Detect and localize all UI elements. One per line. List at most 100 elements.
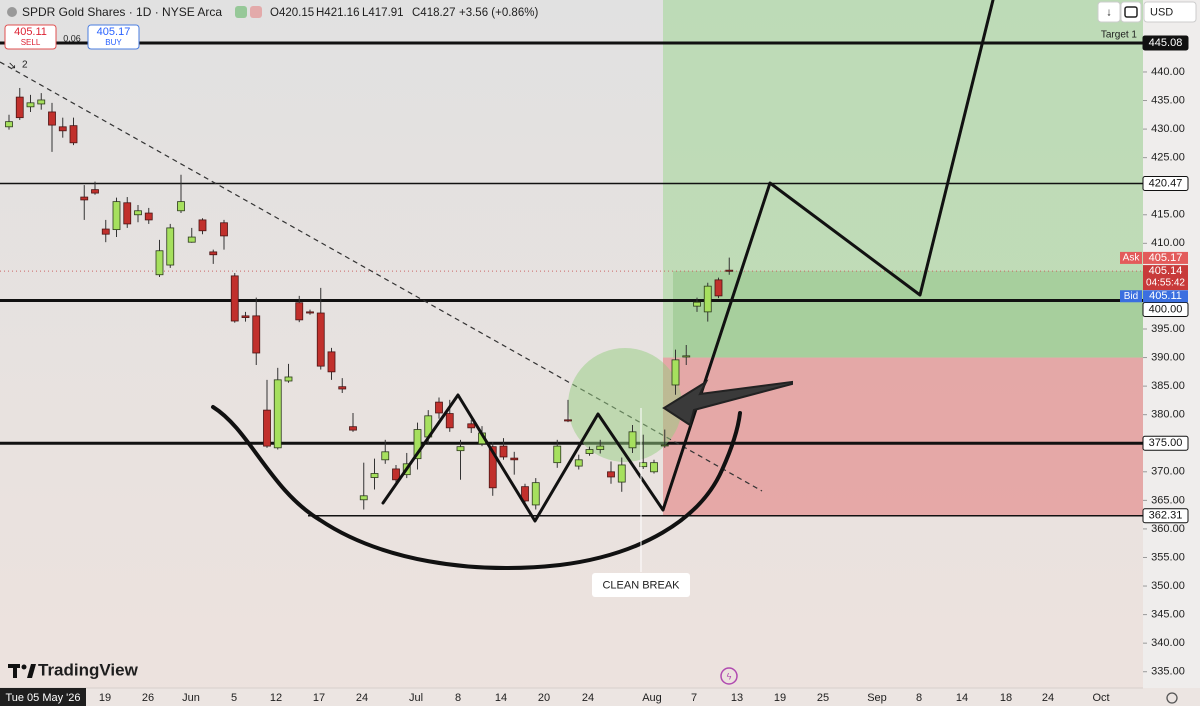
level-label-box: [1142, 435, 1189, 451]
last-label: 405.14: [1149, 265, 1183, 277]
candle-body: [327, 351, 336, 373]
candle-body: [607, 471, 615, 478]
candles: [5, 87, 734, 510]
y-tick-label: 440.00: [1151, 66, 1185, 78]
candle-body: [521, 486, 529, 502]
arrow: [662, 379, 793, 427]
candle-body: [435, 401, 443, 414]
status-icon: [235, 6, 247, 18]
drawings: [211, 0, 995, 570]
candle-body: [80, 196, 89, 201]
logo-part: [21, 664, 27, 670]
y-tick-label: 430.00: [1151, 123, 1185, 135]
candle-body: [510, 457, 519, 461]
candle-body: [682, 355, 691, 358]
candle-body: [48, 111, 56, 126]
x-tick-label: 12: [270, 692, 282, 704]
level-label: 362.31: [1149, 510, 1183, 522]
x-tick-label: 18: [1000, 692, 1012, 704]
candle-body: [671, 359, 680, 386]
x-tick-label: 5: [231, 692, 237, 704]
candle-body: [284, 376, 293, 382]
x-tick-label: 8: [916, 692, 922, 704]
level-label: 375.00: [1149, 437, 1183, 449]
x-tick-label: 24: [356, 692, 368, 704]
candle-body: [166, 227, 175, 266]
y-tick-label: 395.00: [1151, 323, 1185, 335]
time-axis: 19 26 Jun 5 12 17 24 Jul 8 14 20 24 Aug 7 13 19 25 Sep 8 14…: [99, 692, 1110, 704]
candle-body: [628, 431, 637, 449]
scroll-icon: ↓: [1106, 6, 1112, 18]
y-tick-label: 410.00: [1151, 237, 1185, 249]
buy-button[interactable]: [87, 24, 140, 50]
sell-label: SELL: [21, 38, 41, 47]
cursor-date-box: [0, 688, 86, 706]
y-tick-label: 345.00: [1151, 609, 1185, 621]
candle-body: [693, 301, 701, 307]
entry-zone: [673, 271, 1143, 358]
candle-body: [69, 125, 78, 144]
x-tick-label: 7: [691, 692, 697, 704]
x-tick-label: 13: [731, 692, 743, 704]
sell-button[interactable]: [4, 24, 57, 50]
y-tick-label: 350.00: [1151, 580, 1185, 592]
candle-body: [370, 473, 379, 478]
x-tick-label: 20: [538, 692, 550, 704]
cup-curve: [211, 405, 742, 570]
candle-body: [91, 189, 99, 194]
candle-body: [187, 236, 196, 243]
currency: USD: [1150, 6, 1173, 18]
x-tick-label: 24: [582, 692, 594, 704]
candle-body: [241, 315, 250, 318]
candle-body: [639, 462, 648, 468]
candle-body: [101, 228, 110, 235]
candle-body: [650, 462, 658, 473]
ask-tag: Ask: [1123, 253, 1141, 264]
candle-body: [252, 315, 261, 354]
x-tick-label: 17: [313, 692, 325, 704]
level-label-box: [1142, 35, 1189, 51]
level-label-box: [1142, 508, 1189, 524]
candle-body: [596, 445, 605, 450]
x-tick-label: 25: [817, 692, 829, 704]
candle-body: [564, 419, 572, 422]
candle-body: [349, 426, 357, 431]
candle-body: [585, 449, 594, 454]
drawing-count: 2: [22, 60, 28, 71]
x-tick-label: Sep: [867, 692, 887, 704]
candle-body: [617, 464, 626, 483]
stop-zone: [663, 357, 1143, 516]
bid-tag: Bid: [1124, 291, 1138, 302]
bid-box: [1143, 290, 1188, 303]
x-tick-label: 8: [455, 692, 461, 704]
currency-button[interactable]: [1143, 1, 1197, 23]
status-icon: [250, 6, 262, 18]
settings-icon: [1166, 692, 1178, 704]
screen-button[interactable]: [1120, 1, 1142, 23]
time-axis-bg: [0, 688, 1200, 706]
projection-path: [381, 0, 995, 523]
spread: 0.06: [63, 33, 81, 43]
candle-body: [273, 379, 282, 449]
candle-body: [392, 468, 400, 481]
symbol-title: SPDR Gold Shares · 1D · NYSE Arca: [22, 5, 222, 19]
candle-body: [112, 201, 121, 231]
candle-body: [553, 445, 562, 464]
price-axis: 440.00 435.00 430.00 425.00 415.00 410.00 395.…: [1120, 35, 1189, 678]
y-tick-label: 370.00: [1151, 466, 1185, 478]
candle-body: [177, 201, 185, 212]
sell-price: 405.11: [14, 26, 47, 38]
ohlc-low: L417.91: [362, 7, 404, 19]
candle-body: [37, 99, 46, 105]
candle-body: [134, 210, 142, 216]
candle-body: [714, 279, 723, 297]
candle-body: [316, 312, 325, 367]
x-tick-label: 19: [99, 692, 111, 704]
profit-zone: [663, 0, 1143, 358]
level-name: Target 1: [1101, 30, 1138, 41]
buy-label: BUY: [105, 38, 122, 47]
x-tick-label: 14: [495, 692, 507, 704]
scroll-button[interactable]: [1097, 1, 1121, 23]
candle-body: [381, 451, 390, 461]
